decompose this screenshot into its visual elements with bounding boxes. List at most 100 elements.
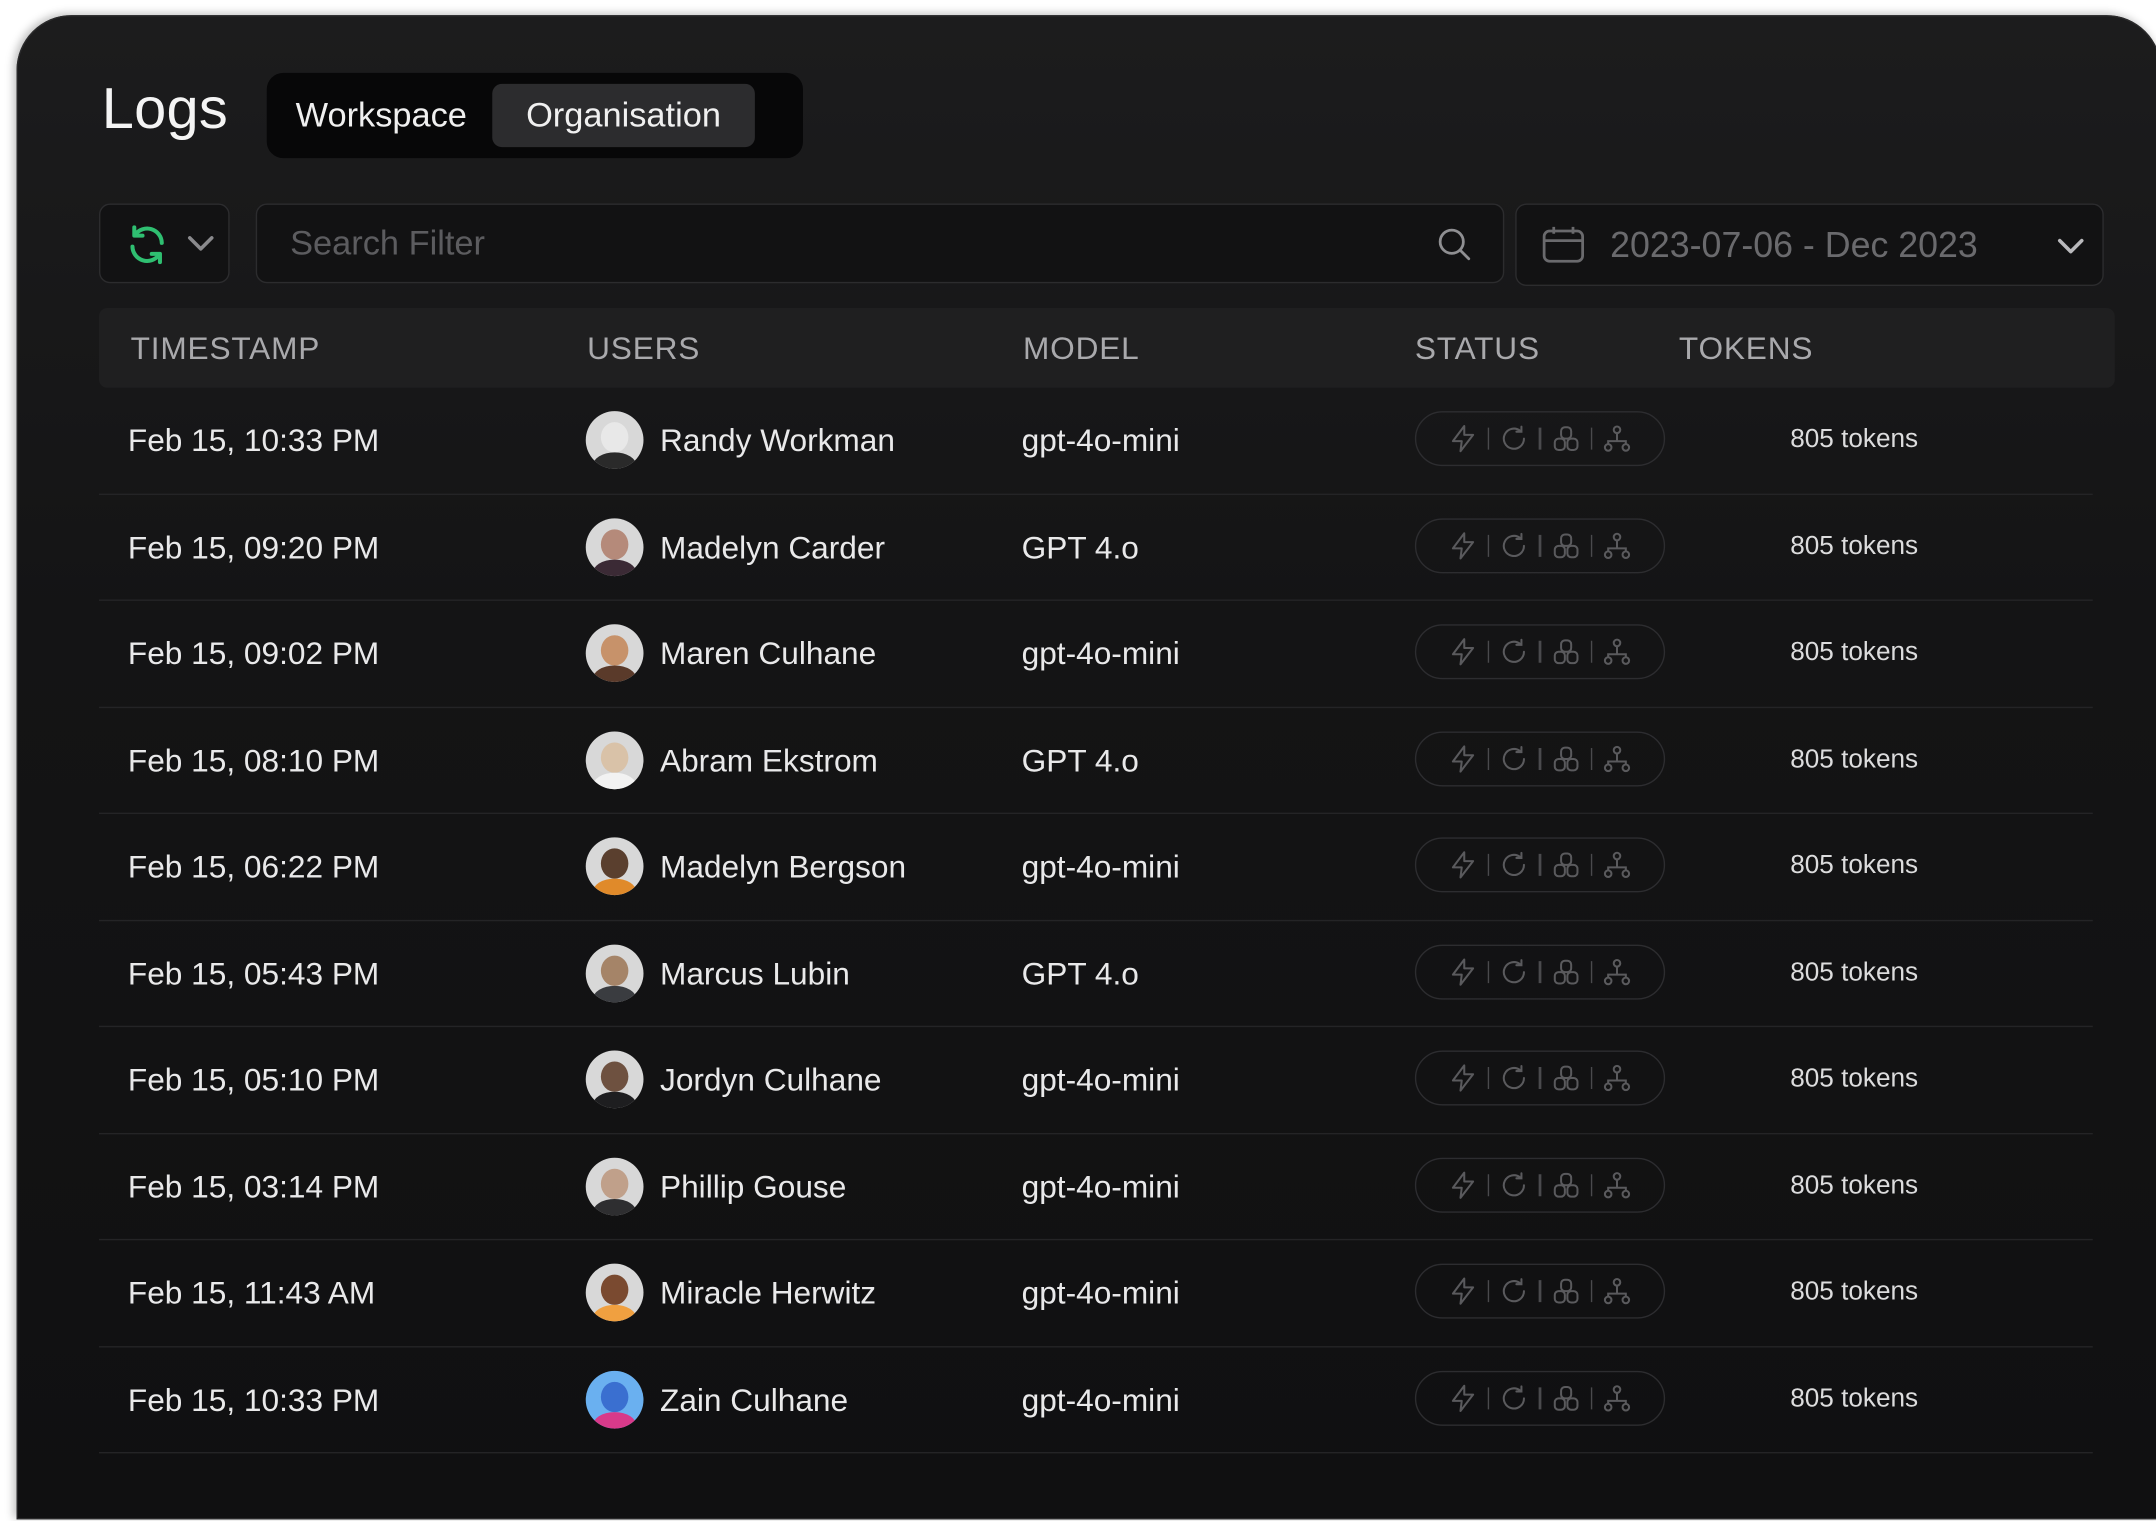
column-tokens[interactable]: TOKENS [1678, 330, 1814, 366]
hierarchy-icon[interactable] [1602, 1062, 1632, 1095]
table-row[interactable]: Feb 15, 03:14 PM Phillip Gouse gpt-4o-mi… [99, 1134, 2093, 1241]
table-row[interactable]: Feb 15, 05:10 PM Jordyn Culhane gpt-4o-m… [99, 1027, 2093, 1134]
retry-icon[interactable] [1499, 635, 1529, 668]
search-input[interactable] [287, 204, 1421, 284]
tokens-cell: 805 tokens [1790, 424, 1919, 454]
tokens-cell: 805 tokens [1790, 744, 1919, 774]
table-row[interactable]: Feb 15, 05:43 PM Marcus Lubin GPT 4.o 80… [99, 921, 2093, 1028]
retry-icon[interactable] [1499, 1062, 1529, 1095]
avatar [585, 1050, 644, 1109]
tab-organisation[interactable]: Organisation [491, 83, 756, 148]
column-model[interactable]: MODEL [1023, 330, 1140, 366]
tokens-cell: 805 tokens [1790, 1277, 1919, 1307]
table-row[interactable]: Feb 15, 10:33 PM Zain Culhane gpt-4o-min… [99, 1347, 2093, 1454]
search-filter[interactable] [255, 203, 1505, 284]
retry-icon[interactable] [1499, 742, 1529, 775]
bolt-icon[interactable] [1448, 635, 1478, 668]
cache-icon[interactable] [1551, 848, 1581, 881]
retry-icon[interactable] [1499, 1168, 1529, 1201]
cache-icon[interactable] [1551, 1381, 1581, 1414]
hierarchy-icon[interactable] [1602, 635, 1632, 668]
cache-icon[interactable] [1551, 742, 1581, 775]
column-timestamp[interactable]: TIMESTAMP [130, 330, 321, 366]
refresh-dropdown[interactable] [99, 203, 230, 284]
bolt-icon[interactable] [1448, 848, 1478, 881]
bolt-icon[interactable] [1448, 1168, 1478, 1201]
bolt-icon[interactable] [1448, 1062, 1478, 1095]
retry-icon[interactable] [1499, 422, 1529, 455]
user-name: Marcus Lubin [660, 954, 850, 991]
hierarchy-icon[interactable] [1602, 955, 1632, 988]
avatar [585, 837, 644, 896]
status-pill [1414, 1370, 1666, 1426]
refresh-icon[interactable] [124, 223, 171, 267]
chevron-down-icon[interactable] [186, 232, 216, 254]
user-cell: Miracle Herwitz [585, 1240, 876, 1345]
bolt-icon[interactable] [1448, 742, 1478, 775]
retry-icon[interactable] [1499, 529, 1529, 562]
bolt-icon[interactable] [1448, 422, 1478, 455]
date-range-value: 2023-07-06 - Dec 2023 [1610, 224, 1978, 266]
retry-icon[interactable] [1499, 1275, 1529, 1308]
hierarchy-icon[interactable] [1602, 848, 1632, 881]
tokens-cell: 805 tokens [1790, 1170, 1919, 1200]
status-cell [1414, 1263, 1666, 1319]
cache-icon[interactable] [1551, 635, 1581, 668]
chevron-down-icon[interactable] [2056, 235, 2086, 257]
status-pill [1414, 624, 1666, 680]
hierarchy-icon[interactable] [1602, 1381, 1632, 1414]
timestamp-cell: Feb 15, 08:10 PM [127, 741, 380, 778]
status-cell [1414, 517, 1666, 573]
timestamp-cell: Feb 15, 05:43 PM [127, 954, 380, 991]
hierarchy-icon[interactable] [1602, 529, 1632, 562]
cache-icon[interactable] [1551, 529, 1581, 562]
user-cell: Marcus Lubin [585, 921, 850, 1026]
model-cell: gpt-4o-mini [1021, 848, 1180, 885]
tokens-cell: 805 tokens [1790, 1383, 1919, 1413]
timestamp-cell: Feb 15, 06:22 PM [127, 848, 380, 885]
column-status[interactable]: STATUS [1414, 330, 1540, 366]
bolt-icon[interactable] [1448, 955, 1478, 988]
bolt-icon[interactable] [1448, 529, 1478, 562]
user-cell: Phillip Gouse [585, 1134, 846, 1239]
date-range-picker[interactable]: 2023-07-06 - Dec 2023 [1515, 203, 2104, 286]
column-users[interactable]: USERS [587, 330, 701, 366]
avatar [585, 730, 644, 789]
timestamp-cell: Feb 15, 09:20 PM [127, 528, 380, 565]
cache-icon[interactable] [1551, 1168, 1581, 1201]
table-row[interactable]: Feb 15, 11:43 AM Miracle Herwitz gpt-4o-… [99, 1240, 2093, 1347]
timestamp-cell: Feb 15, 05:10 PM [127, 1061, 380, 1098]
status-cell [1414, 1370, 1666, 1426]
retry-icon[interactable] [1499, 1381, 1529, 1414]
retry-icon[interactable] [1499, 848, 1529, 881]
table-row[interactable]: Feb 15, 09:02 PM Maren Culhane gpt-4o-mi… [99, 601, 2093, 708]
tab-workspace[interactable]: Workspace [295, 96, 467, 135]
timestamp-cell: Feb 15, 10:33 PM [127, 1381, 380, 1417]
search-icon[interactable] [1436, 226, 1473, 263]
cache-icon[interactable] [1551, 1275, 1581, 1308]
status-pill [1414, 943, 1666, 999]
retry-icon[interactable] [1499, 955, 1529, 988]
cache-icon[interactable] [1551, 955, 1581, 988]
table-row[interactable]: Feb 15, 06:22 PM Madelyn Bergson gpt-4o-… [99, 814, 2093, 921]
status-pill [1414, 1263, 1666, 1319]
cache-icon[interactable] [1551, 422, 1581, 455]
user-name: Madelyn Bergson [660, 848, 907, 885]
cache-icon[interactable] [1551, 1062, 1581, 1095]
bolt-icon[interactable] [1448, 1275, 1478, 1308]
hierarchy-icon[interactable] [1602, 1275, 1632, 1308]
scope-toggle: Workspace Organisation [266, 72, 803, 159]
tokens-cell: 805 tokens [1790, 851, 1919, 880]
tokens-cell: 805 tokens [1790, 1064, 1919, 1094]
user-name: Madelyn Carder [660, 528, 886, 565]
table-row[interactable]: Feb 15, 10:33 PM Randy Workman gpt-4o-mi… [99, 388, 2093, 495]
hierarchy-icon[interactable] [1602, 422, 1632, 455]
avatar [585, 1157, 644, 1215]
bolt-icon[interactable] [1448, 1381, 1478, 1414]
hierarchy-icon[interactable] [1602, 742, 1632, 775]
tokens-cell: 805 tokens [1790, 957, 1919, 987]
table-row[interactable]: Feb 15, 09:20 PM Madelyn Carder GPT 4.o … [99, 494, 2093, 601]
status-pill [1414, 730, 1666, 786]
table-row[interactable]: Feb 15, 08:10 PM Abram Ekstrom GPT 4.o 8… [99, 707, 2093, 814]
hierarchy-icon[interactable] [1602, 1168, 1632, 1201]
